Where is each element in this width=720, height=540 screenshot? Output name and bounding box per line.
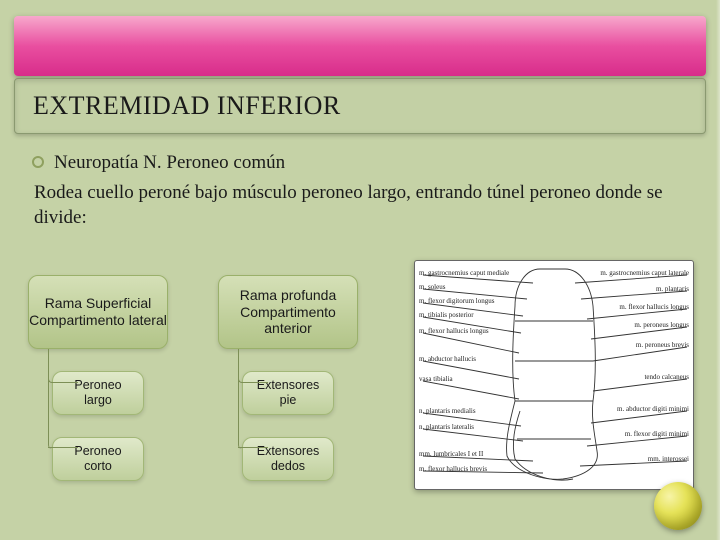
- anatomy-label: m. flexor hallucis brevis: [419, 465, 487, 473]
- node-rama-profunda: Rama profunda Compartimento anterior: [218, 275, 358, 349]
- node-line1: Rama profunda: [219, 287, 357, 304]
- anatomy-label: m. soleus: [419, 283, 445, 291]
- anatomy-label: m. abductor digiti minimi: [617, 405, 689, 413]
- slide-title: EXTREMIDAD INFERIOR: [33, 91, 341, 121]
- branch-profunda: Rama profunda Compartimento anterior Ext…: [218, 275, 358, 481]
- anatomy-label: n. plantaris medialis: [419, 407, 476, 415]
- corner-orb-icon: [654, 482, 702, 530]
- connector-line: [48, 349, 78, 449]
- anatomy-inner: m. gastrocnemius caput mediale m. soleus…: [415, 261, 693, 489]
- anatomy-label: m. peroneus longus: [634, 321, 689, 329]
- anatomy-label: m. peroneus brevis: [636, 341, 689, 349]
- body-text: Neuropatía N. Peroneo común Rodea cuello…: [32, 150, 692, 231]
- node-line2: Compartimento lateral: [29, 312, 167, 329]
- anatomy-label: vasa tibialia: [419, 375, 453, 383]
- child-line2: dedos: [243, 459, 333, 474]
- connector-line: [238, 447, 268, 448]
- bullet-text: Neuropatía N. Peroneo común: [54, 150, 285, 176]
- child-line2: corto: [53, 459, 143, 474]
- anatomy-label: m. gastrocnemius caput mediale: [419, 269, 509, 277]
- paragraph-text: Rodea cuello peroné bajo músculo peroneo…: [34, 180, 692, 231]
- node-rama-superficial: Rama Superficial Compartimento lateral: [28, 275, 168, 349]
- anatomy-label: m. flexor hallucis longus: [619, 303, 689, 311]
- slide-title-bar: EXTREMIDAD INFERIOR: [14, 78, 706, 134]
- connector-line: [238, 349, 268, 449]
- branch-superficial: Rama Superficial Compartimento lateral P…: [28, 275, 168, 481]
- node-line2: Compartimento anterior: [219, 304, 357, 338]
- anatomy-label: tendo calcaneus: [644, 373, 689, 381]
- anatomy-label: mm. lumbricales I et II: [419, 450, 483, 458]
- header-gradient-bar: [14, 16, 706, 76]
- anatomy-label: m. flexor digitorum longus: [419, 297, 494, 305]
- anatomy-label: m. flexor digiti minimi: [625, 430, 689, 438]
- anatomy-figure: m. gastrocnemius caput mediale m. soleus…: [414, 260, 694, 490]
- anatomy-label: mm. interossei: [648, 455, 689, 463]
- anatomy-label: m. tibialis posterior: [419, 311, 474, 319]
- anatomy-label: m. plantaris: [656, 285, 689, 293]
- anatomy-label: m. abductor hallucis: [419, 355, 476, 363]
- connector-line: [48, 447, 78, 448]
- anatomy-label: m. flexor hallucis longus: [419, 327, 489, 335]
- hierarchy-diagram: Rama Superficial Compartimento lateral P…: [28, 275, 358, 481]
- node-line1: Rama Superficial: [29, 295, 167, 312]
- right-edge-highlight: [716, 0, 720, 540]
- anatomy-label: n. plantaris lateralis: [419, 423, 474, 431]
- bullet-row: Neuropatía N. Peroneo común: [32, 150, 692, 176]
- anatomy-label: m. gastrocnemius caput laterale: [600, 269, 689, 277]
- bullet-ring-icon: [32, 156, 44, 168]
